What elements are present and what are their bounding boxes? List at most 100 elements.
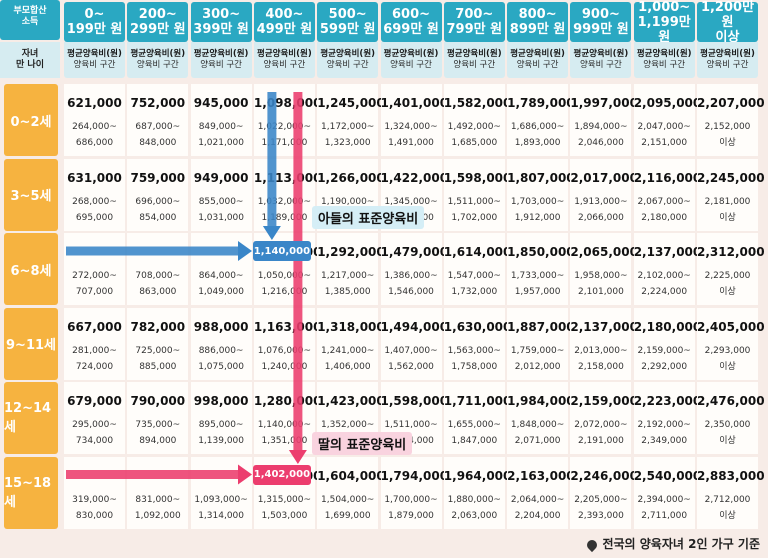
- range-high: 1,092,000: [134, 510, 181, 521]
- avg-cost-value: 1,794,000: [380, 468, 449, 483]
- table-cell: 2,137,000 2,102,000~ 2,224,000: [633, 233, 701, 305]
- range-high: 1,685,000: [451, 138, 498, 148]
- range-high: 2,063,000: [451, 510, 498, 521]
- range-low: 2,293,000: [704, 345, 751, 356]
- age-row-header: 15~18세: [4, 456, 58, 529]
- cost-range-label: 양육비 구간: [263, 60, 306, 70]
- range-low: 1,022,000~: [257, 122, 312, 132]
- table-cell: 1,711,000 1,655,000~ 1,847,000: [443, 382, 511, 454]
- avg-cost-value: 1,984,000: [507, 394, 575, 408]
- avg-cost-value: 998,000: [193, 394, 249, 408]
- cost-range-label: 양육비 구간: [453, 60, 496, 70]
- table-cell: 1,630,000 1,563,000~ 1,758,000: [443, 307, 512, 380]
- range-high: 이상: [719, 287, 736, 297]
- avg-cost-value: 2,207,000: [697, 96, 765, 110]
- range-low: 2,192,000~: [637, 420, 691, 430]
- table-cell: 2,883,000 2,712,000 이상: [697, 456, 765, 529]
- avg-cost-label: 평균양육비(원): [446, 49, 502, 59]
- range-low: 1,733,000~: [510, 271, 565, 281]
- avg-cost-value: 2,065,000: [570, 245, 638, 259]
- avg-cost-value: 1,494,000: [380, 319, 449, 334]
- table-cell: 1,598,000 1,511,000~ 1,702,000: [443, 158, 512, 231]
- range-high: 2,180,000: [641, 212, 688, 223]
- range-low: 2,225,000: [704, 271, 751, 281]
- cost-range: 1,140,000~ 1,351,000: [254, 417, 315, 449]
- avg-cost-value: 1,630,000: [443, 319, 512, 334]
- table-cell: 988,000 886,000~ 1,075,000: [190, 307, 252, 380]
- table-cell: 621,000 264,000~ 686,000: [64, 84, 125, 156]
- avg-cost-label: 평균양육비(원): [257, 49, 312, 59]
- range-high: 1,546,000: [388, 287, 434, 297]
- income-range-end: 199만 원: [66, 22, 123, 37]
- range-high: 1,879,000: [388, 510, 434, 521]
- range-low: 1,050,000~: [257, 271, 312, 281]
- age-header-corner: 자녀 만 나이: [0, 42, 60, 78]
- range-low: 1,913,000~: [574, 196, 628, 207]
- cost-range: 1,386,000~ 1,546,000: [381, 268, 442, 300]
- income-column-header: 900~ 999만 원: [570, 2, 632, 42]
- cost-range: 295,000~ 734,000: [64, 417, 125, 449]
- avg-cost-value: 1,582,000: [443, 96, 512, 110]
- table-cell: 679,000 295,000~ 734,000: [64, 382, 125, 454]
- cost-range: 2,192,000~ 2,349,000: [634, 417, 695, 449]
- range-low: 708,000~: [135, 271, 181, 281]
- avg-cost-value: 1,598,000: [380, 394, 449, 408]
- range-high: 1,503,000: [261, 510, 308, 521]
- avg-cost-value: 1,163,000: [253, 319, 322, 334]
- range-high: 이상: [719, 436, 736, 446]
- range-low: 1,880,000~: [447, 494, 501, 505]
- range-high: 1,351,000: [261, 436, 308, 446]
- range-low: 855,000~: [198, 196, 244, 207]
- avg-cost-value: 1,401,000: [380, 96, 449, 110]
- range-high: 1,385,000: [324, 287, 371, 297]
- income-range-end: 599만 원: [319, 22, 376, 37]
- table-cell: 2,095,000 2,047,000~ 2,151,000: [633, 84, 702, 156]
- avg-cost-value: 790,000: [130, 394, 186, 408]
- range-high: 2,151,000: [641, 138, 688, 148]
- range-low: 1,504,000~: [321, 494, 375, 505]
- avg-cost-value: 2,163,000: [507, 468, 575, 483]
- daughter-label-tag: 딸의 표준양육비: [312, 432, 413, 455]
- table-cell: 1,479,000 1,386,000~ 1,546,000: [380, 233, 449, 305]
- table-cell: 1,280,000 1,140,000~ 1,351,000: [253, 382, 321, 454]
- avg-cost-value: 1,318,000: [317, 319, 385, 334]
- cost-range: 1,511,000~ 1,702,000: [444, 194, 505, 226]
- cost-range: 831,000~ 1,092,000: [127, 492, 188, 524]
- range-low: 1,140,000~: [257, 420, 312, 430]
- avg-cost-label: 평균양육비(원): [130, 49, 186, 59]
- range-high: 1,893,000: [514, 138, 561, 148]
- range-high: 이상: [719, 361, 736, 372]
- income-column-header: 400~ 499만 원: [253, 2, 315, 42]
- range-low: 1,076,000~: [257, 345, 312, 356]
- range-low: 1,703,000~: [510, 196, 565, 207]
- range-high: 1,323,000: [324, 138, 371, 148]
- table-cell: 831,000~ 1,092,000: [127, 456, 189, 529]
- cost-range: 1,050,000~ 1,216,000: [254, 268, 315, 300]
- avg-cost-value: 1,266,000: [317, 170, 385, 185]
- income-column-header: 800~ 899만 원: [507, 2, 569, 42]
- cost-range: 2,102,000~ 2,224,000: [634, 268, 695, 300]
- table-cell: 1,401,000 1,324,000~ 1,491,000: [380, 84, 449, 156]
- avg-cost-value: 2,095,000: [633, 96, 702, 110]
- age-row-header: 9~11세: [4, 307, 58, 380]
- cost-range: 1,655,000~ 1,847,000: [444, 417, 505, 449]
- avg-cost-value: 1,598,000: [443, 170, 512, 185]
- range-low: 831,000~: [135, 494, 181, 505]
- cost-range: 264,000~ 686,000: [64, 119, 125, 151]
- income-range-end: 799만 원: [446, 22, 503, 37]
- cost-range: 1,032,000~ 1,189,000: [254, 194, 315, 226]
- avg-cost-value: 1,479,000: [380, 245, 449, 259]
- range-low: 295,000~: [72, 420, 117, 430]
- table-cell: 2,017,000 1,913,000~ 2,066,000: [570, 158, 638, 231]
- range-low: 895,000~: [198, 420, 244, 430]
- cost-range: 2,293,000 이상: [697, 343, 758, 375]
- range-low: 1,547,000~: [447, 271, 501, 281]
- income-range-start: 800~: [518, 7, 557, 22]
- range-high: 2,204,000: [514, 510, 561, 521]
- cost-range: 2,047,000~ 2,151,000: [634, 119, 695, 151]
- range-high: 2,012,000: [514, 361, 561, 372]
- avg-cost-value: 2,883,000: [697, 468, 765, 483]
- avg-cost-value: 679,000: [67, 394, 122, 408]
- range-high: 1,957,000: [514, 287, 561, 297]
- cost-range: 1,700,000~ 1,879,000: [381, 492, 442, 524]
